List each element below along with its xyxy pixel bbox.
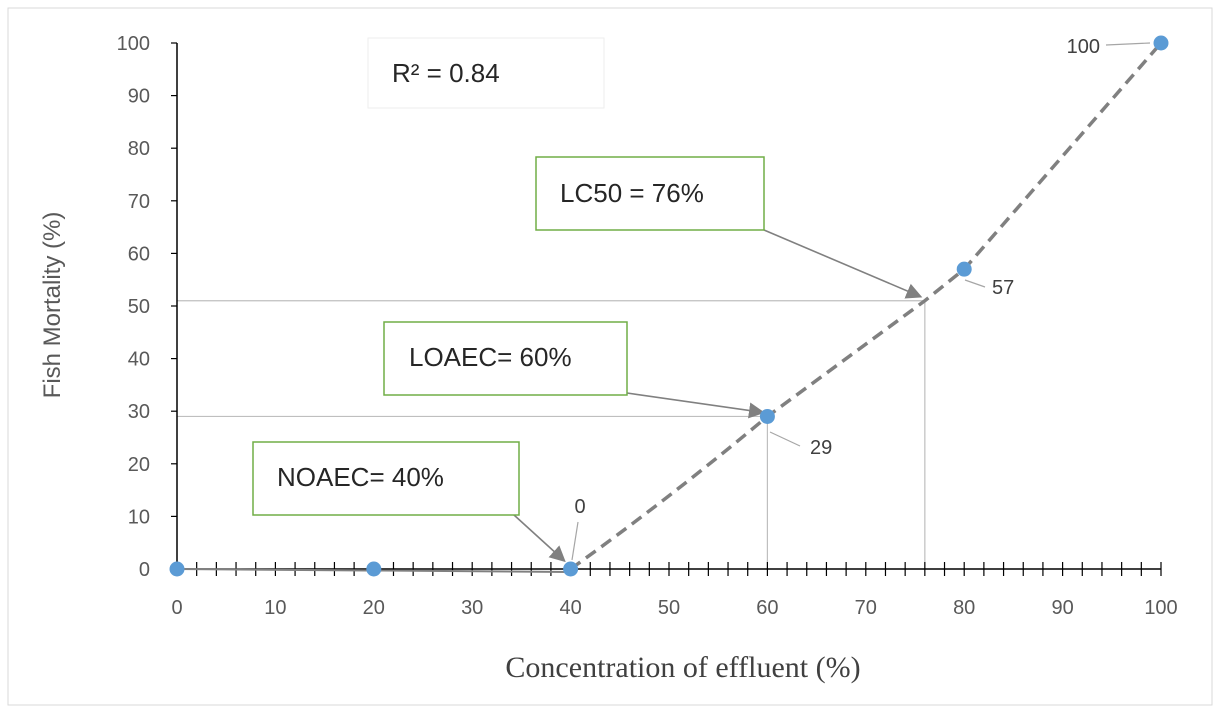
x-tick-label: 50: [658, 597, 680, 619]
x-tick-label: 60: [756, 597, 778, 619]
y-tick-label: 90: [128, 86, 150, 108]
x-axis-title: Concentration of effluent (%): [505, 651, 860, 684]
x-tick-label: 90: [1051, 597, 1073, 619]
y-tick-label: 20: [128, 454, 150, 476]
data-point: [1153, 35, 1169, 51]
loaec-annotation: LOAEC= 60%: [383, 321, 628, 396]
loaec-text: LOAEC= 60%: [409, 342, 572, 372]
noaec-annotation: NOAEC= 40%: [252, 441, 520, 516]
axes: 0 10 20 30 40 50 60 70 80 90 100 0 10 20 30 40 50 60 70 80 9…: [117, 33, 1178, 619]
loaec-box: [383, 321, 628, 396]
annotation-arrows: [513, 229, 923, 563]
y-tick-label: 80: [128, 138, 150, 160]
data-point: [563, 561, 579, 577]
data-label-leader: [1105, 42, 1151, 46]
data-points: [169, 35, 1169, 577]
data-label-leader: [571, 521, 579, 561]
data-point: [956, 261, 972, 277]
data-labels: 0 29 57 100: [571, 36, 1151, 561]
x-tick-label: 70: [855, 597, 877, 619]
data-point: [759, 408, 775, 424]
data-label: 57: [992, 277, 1014, 299]
y-tick-label: 10: [128, 506, 150, 528]
data-point: [366, 561, 382, 577]
x-tick-label: 40: [559, 597, 581, 619]
lc50-text: LC50 = 76%: [560, 178, 704, 208]
y-tick-label: 100: [117, 33, 150, 55]
data-point: [169, 561, 185, 577]
y-tick-label: 70: [128, 191, 150, 213]
noaec-box: [252, 441, 520, 516]
y-tick-label: 60: [128, 243, 150, 265]
trendline: [569, 41, 1163, 571]
lc50-annotation: LC50 = 76%: [535, 156, 765, 231]
annotation-arrow-0: [763, 229, 923, 299]
data-label: 100: [1067, 36, 1100, 58]
x-tick-label: 80: [953, 597, 975, 619]
data-label-leader: [769, 431, 801, 447]
x-tick-label: 0: [171, 597, 182, 619]
noaec-text: NOAEC= 40%: [277, 462, 444, 492]
y-tick-label: 0: [139, 559, 150, 581]
y-axis-title: Fish Mortality (%): [39, 212, 66, 399]
x-tick-label: 20: [363, 597, 385, 619]
data-label: 0: [574, 496, 585, 518]
annotation-arrow-1: [626, 392, 765, 419]
r2-annotation: R² = 0.84: [367, 37, 605, 109]
x-tick-label: 100: [1144, 597, 1177, 619]
annotation-arrow-2: [513, 514, 566, 563]
reference-lines: [177, 300, 926, 569]
r2-text: R² = 0.84: [392, 58, 500, 88]
y-tick-label: 30: [128, 401, 150, 423]
r2-box: [367, 37, 605, 109]
data-label-leader: [964, 279, 986, 288]
x-tick-label: 30: [461, 597, 483, 619]
y-tick-label: 50: [128, 296, 150, 318]
data-label: 29: [810, 437, 832, 459]
x-tick-label: 10: [264, 597, 286, 619]
lc50-box: [535, 156, 765, 231]
y-tick-label: 40: [128, 349, 150, 371]
